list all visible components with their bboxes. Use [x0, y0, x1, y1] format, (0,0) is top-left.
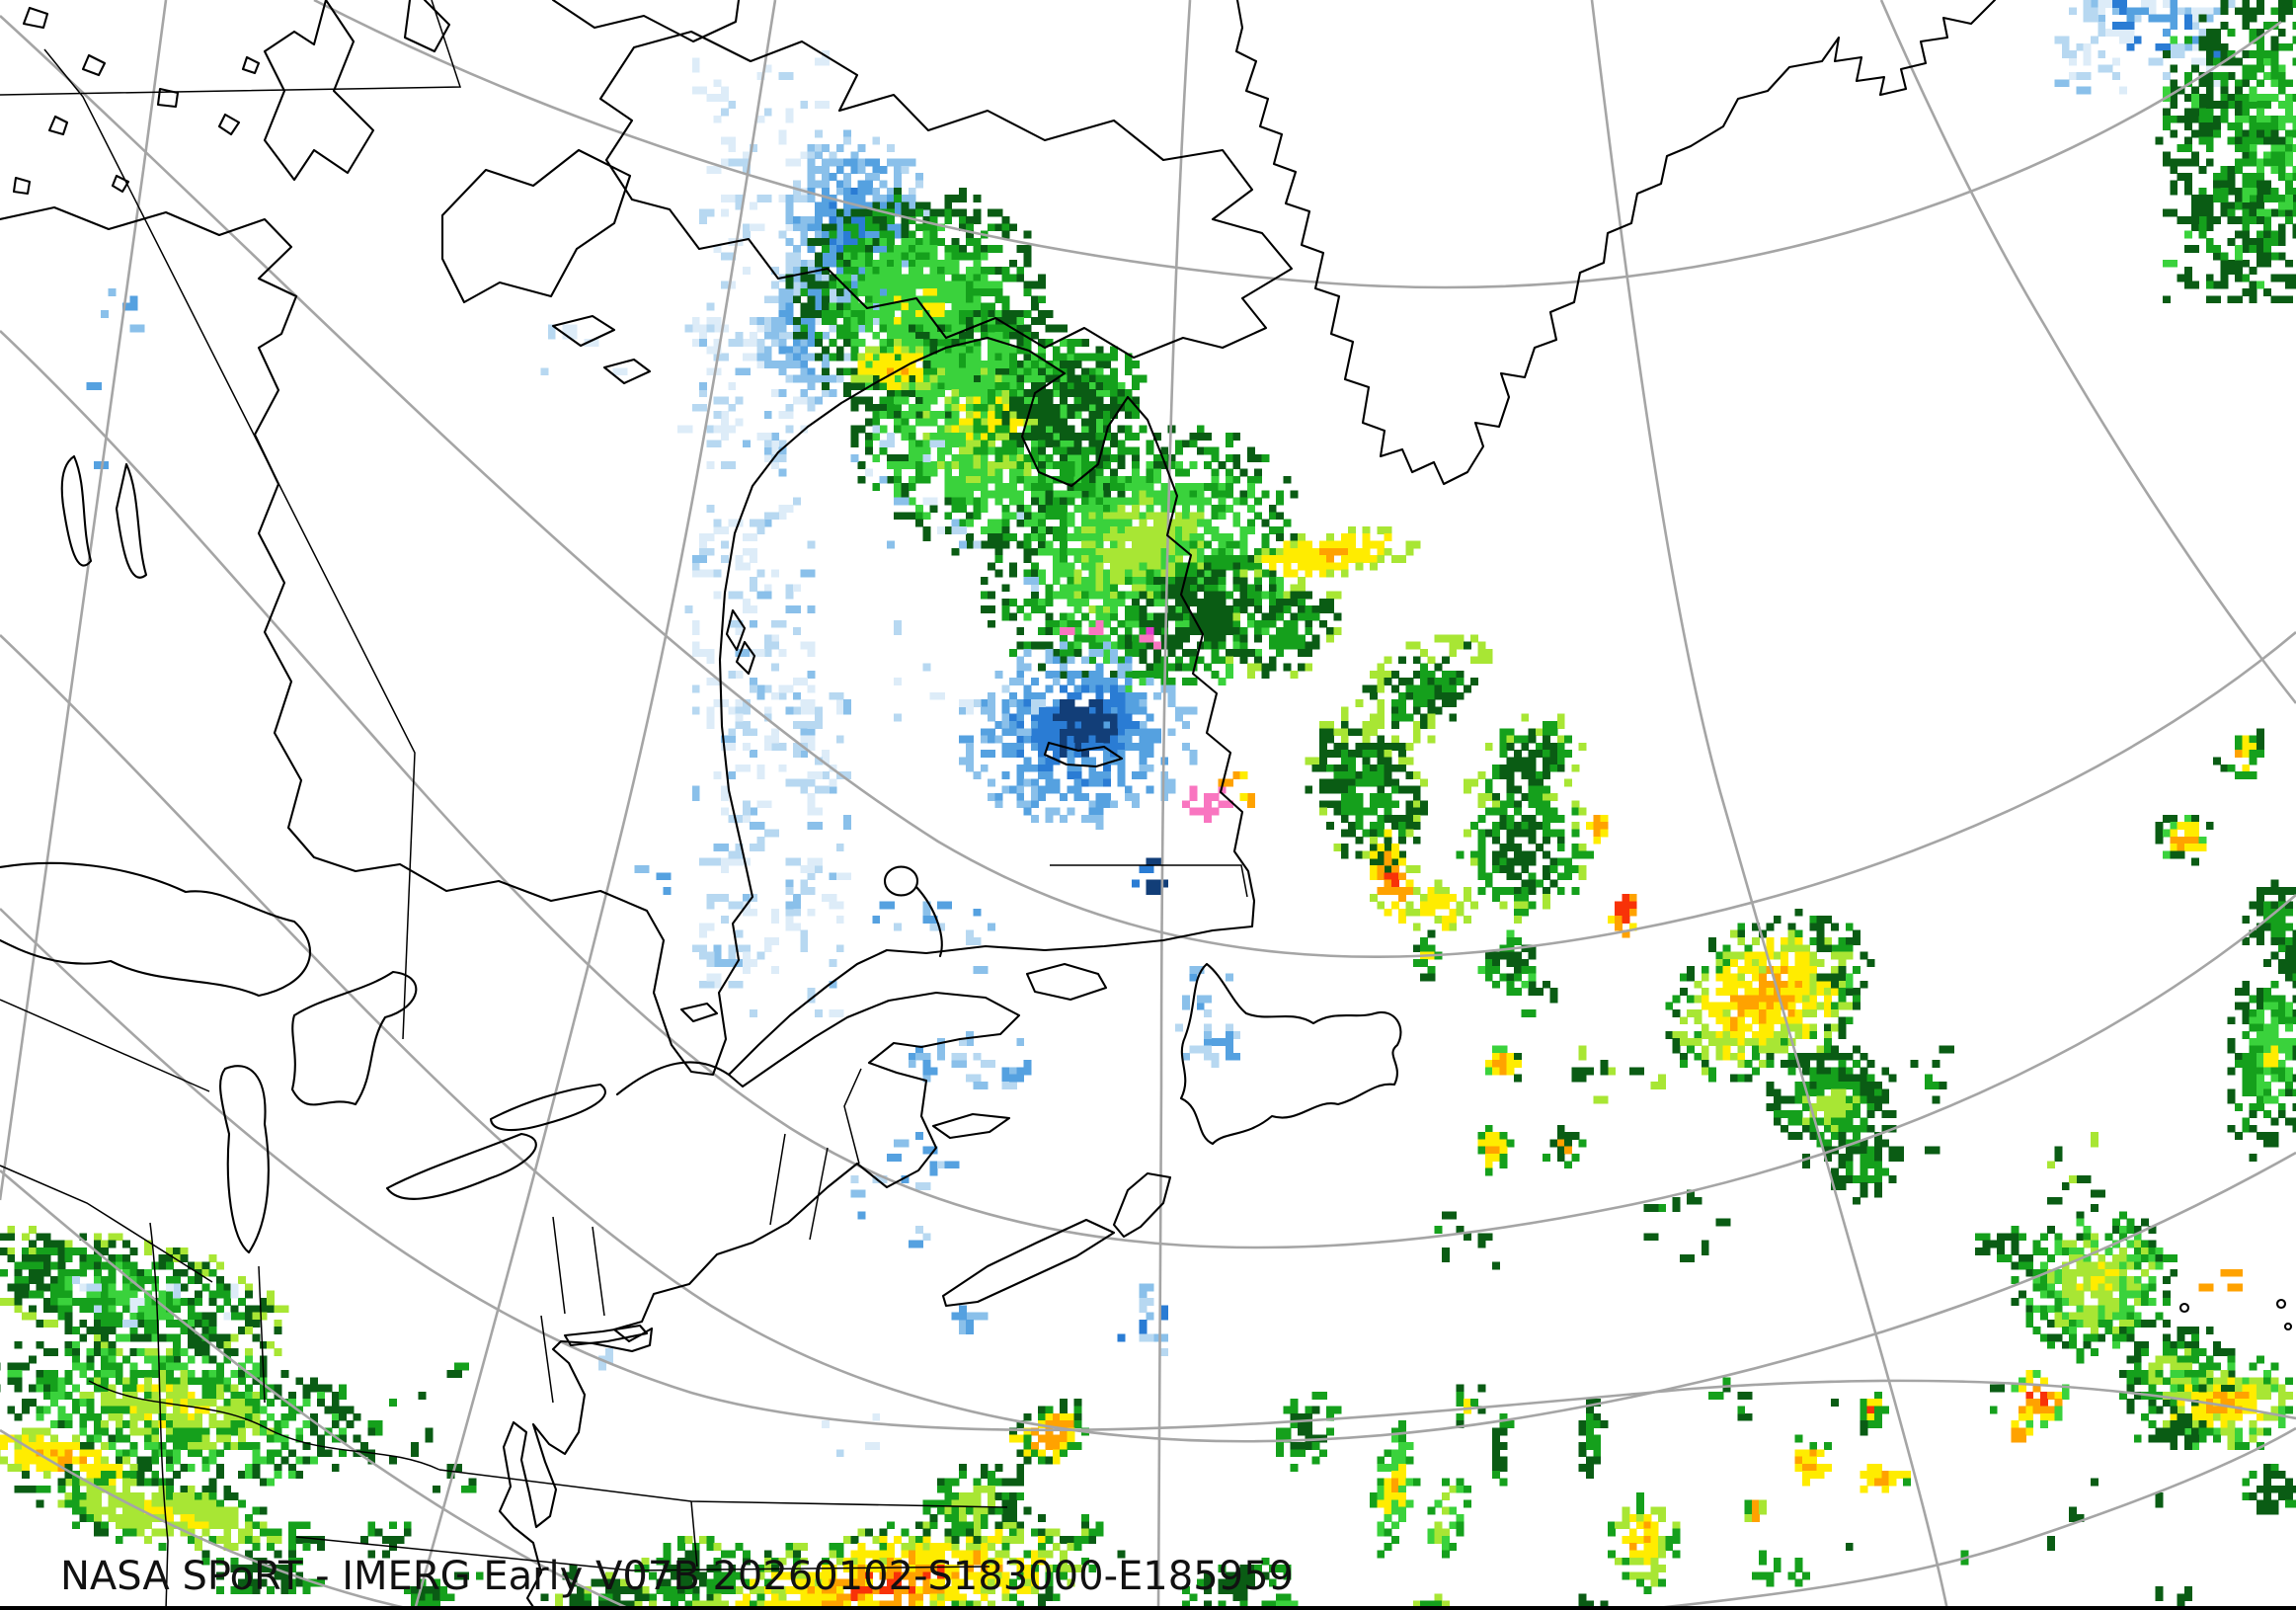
graticule-meridian [1156, 0, 1192, 1610]
political-border [0, 999, 210, 1092]
coastline [2283, 1323, 2293, 1330]
graticule-parallel [0, 908, 2296, 1432]
coastline [241, 55, 261, 75]
coastline [290, 970, 418, 1106]
graticule-meridian [413, 0, 777, 1610]
coastline [60, 454, 93, 567]
coastline [0, 861, 312, 998]
product-caption: NASA SPoRT - IMERG Early V07B 20260102-S… [60, 1554, 1294, 1599]
coastline [156, 87, 180, 109]
coastline [931, 1112, 1011, 1140]
graticule-parallel [0, 1428, 416, 1610]
political-border [149, 1222, 169, 1610]
political-border [0, 1165, 213, 1283]
coastline [1112, 1171, 1172, 1239]
coastline [563, 1324, 649, 1347]
coastline [1025, 962, 1108, 1002]
coastline [725, 608, 747, 652]
coastline [735, 640, 756, 676]
political-border [769, 1133, 786, 1226]
coastline [219, 1065, 270, 1254]
coastline [679, 1002, 719, 1023]
political-border [0, 0, 462, 96]
coastline [598, 30, 1294, 360]
coastline [1234, 0, 1997, 486]
river [615, 1061, 731, 1096]
political-border [43, 48, 416, 1040]
political-border [690, 1500, 698, 1568]
political-border [295, 1536, 990, 1571]
coastline [1043, 741, 1124, 768]
coastline [489, 1083, 606, 1132]
coastline [2178, 1302, 2190, 1314]
coastline [263, 0, 375, 182]
graticule-meridian [1590, 0, 1949, 1610]
coastline [115, 462, 148, 579]
political-border [1050, 864, 1248, 898]
graticule-meridian [0, 0, 168, 1201]
political-border [258, 1265, 266, 1404]
political-border [88, 1380, 440, 1471]
coastline [602, 358, 652, 385]
graticule-parallel [0, 330, 2296, 1249]
coastline [2275, 1298, 2287, 1310]
coastline [81, 53, 107, 77]
coastline [551, 314, 616, 348]
graticule-meridian [1879, 0, 2296, 704]
political-border [540, 1315, 554, 1404]
graticule-parallel [1638, 1426, 2296, 1610]
coastline [403, 0, 451, 53]
political-border [592, 1226, 605, 1317]
coastline [1179, 962, 1402, 1146]
border-layer [0, 0, 1248, 1610]
coastline [0, 205, 1256, 1610]
political-border [809, 1147, 829, 1241]
graticule-parallel [0, 15, 2296, 958]
graticule-parallel [0, 634, 2296, 1443]
coastline [217, 113, 241, 136]
coastline [12, 176, 32, 196]
coastline [111, 174, 130, 194]
political-border [552, 1216, 566, 1315]
axes-bottom-frame [0, 1606, 2296, 1610]
coastline [440, 148, 632, 304]
coastline [47, 115, 69, 136]
river [914, 885, 943, 958]
coastline [941, 1218, 1116, 1308]
coastline [22, 6, 49, 30]
political-border [843, 1068, 862, 1165]
graticule-parallel [313, 0, 2282, 289]
coastline [883, 865, 919, 897]
coastline [551, 0, 741, 43]
coastline [385, 1132, 537, 1200]
